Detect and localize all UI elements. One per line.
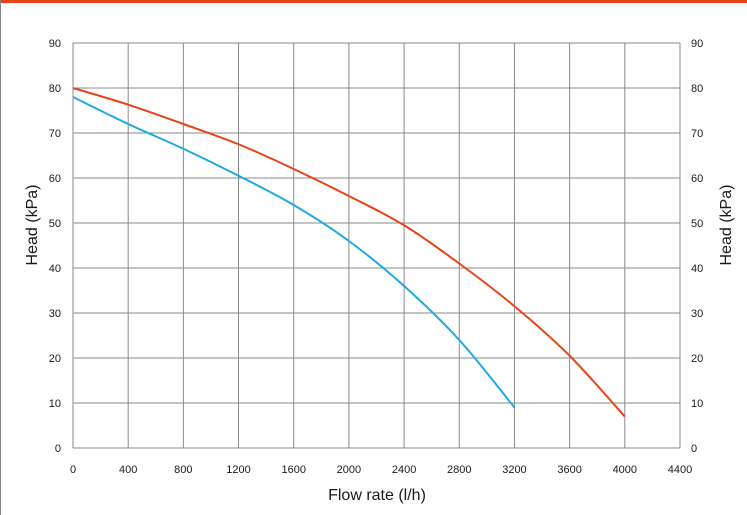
series-line-red xyxy=(72,87,626,418)
accent-top-bar xyxy=(0,0,747,3)
y-tick-label-left: 60 xyxy=(49,173,61,185)
y-tick-label-right: 60 xyxy=(691,173,703,185)
x-tick-label: 2000 xyxy=(337,464,361,476)
y-tick-label-right: 70 xyxy=(691,128,703,140)
panel-left-border xyxy=(0,0,1,515)
y-tick-label-left: 30 xyxy=(49,308,61,320)
x-axis-title: Flow rate (l/h) xyxy=(328,487,426,504)
x-tick-label: 2400 xyxy=(392,464,416,476)
x-tick-label: 800 xyxy=(174,464,192,476)
y-tick-labels-left: 0 10 20 30 40 50 60 70 80 90 xyxy=(49,38,61,455)
y-tick-labels-right: 0 10 20 30 40 50 60 70 80 90 xyxy=(691,38,703,455)
y-axis-title-right: Head (kPa) xyxy=(718,185,735,266)
y-tick-label-right: 80 xyxy=(691,83,703,95)
y-axis-title-left: Head (kPa) xyxy=(24,185,41,266)
x-tick-label: 2800 xyxy=(447,464,471,476)
y-tick-label-left: 90 xyxy=(49,38,61,50)
y-tick-label-left: 20 xyxy=(49,353,61,365)
y-tick-label-right: 50 xyxy=(691,218,703,230)
y-tick-label-left: 10 xyxy=(49,398,61,410)
x-tick-label: 3200 xyxy=(502,464,526,476)
y-tick-label-right: 10 xyxy=(691,398,703,410)
x-tick-label: 4400 xyxy=(668,464,692,476)
series-group xyxy=(72,87,626,418)
y-tick-label-left: 40 xyxy=(49,263,61,275)
x-tick-label: 1600 xyxy=(281,464,305,476)
y-tick-label-right: 30 xyxy=(691,308,703,320)
y-tick-label-right: 40 xyxy=(691,263,703,275)
y-tick-label-left: 80 xyxy=(49,83,61,95)
grid-lines xyxy=(72,42,681,449)
y-tick-label-right: 20 xyxy=(691,353,703,365)
series-line-blue xyxy=(72,96,516,409)
x-tick-label: 4000 xyxy=(613,464,637,476)
y-tick-label-right: 90 xyxy=(691,38,703,50)
x-tick-label: 1200 xyxy=(226,464,250,476)
y-tick-label-right: 0 xyxy=(691,443,697,455)
x-tick-label: 3600 xyxy=(557,464,581,476)
y-tick-label-left: 70 xyxy=(49,128,61,140)
x-tick-labels: 0 400 800 1200 1600 2000 2400 2800 3200 3600 4000 4… xyxy=(70,464,692,476)
y-tick-label-left: 0 xyxy=(55,443,61,455)
x-tick-label: 0 xyxy=(70,464,76,476)
x-tick-label: 400 xyxy=(119,464,137,476)
y-tick-label-left: 50 xyxy=(49,218,61,230)
